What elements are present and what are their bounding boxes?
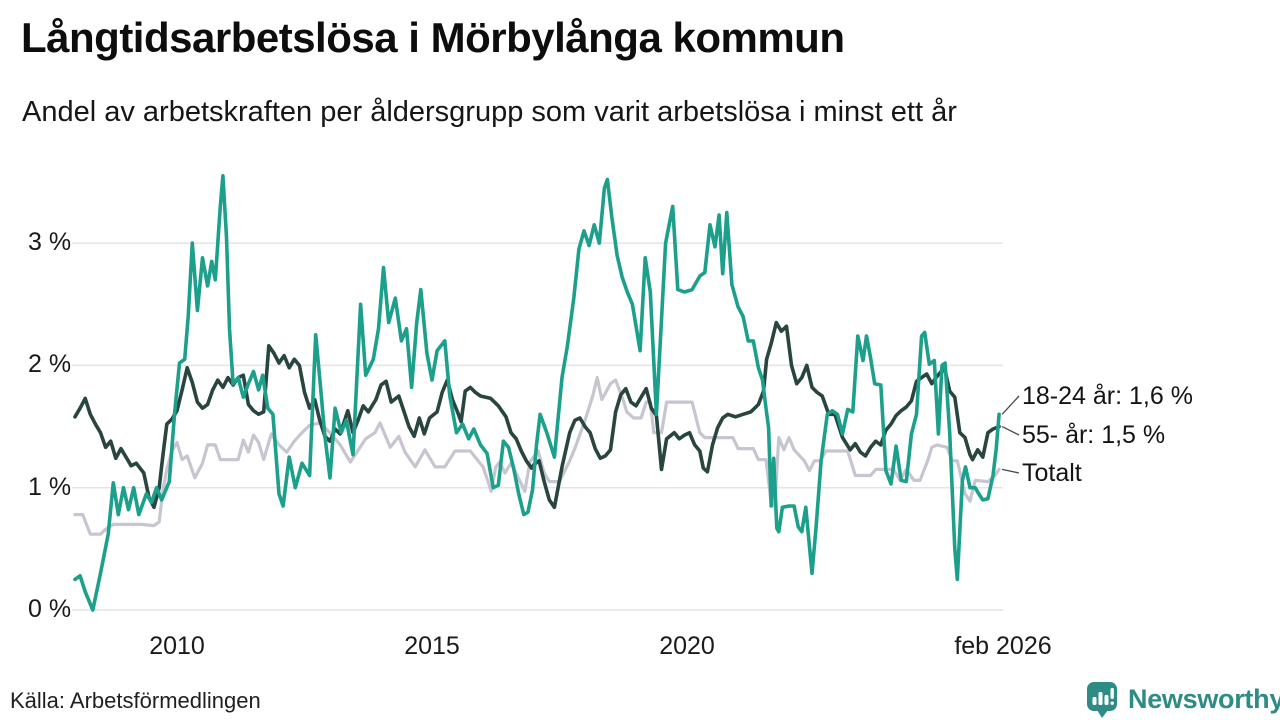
x-axis-tick-2010: 2010 — [149, 632, 205, 660]
page-title: Långtidsarbetslösa i Mörbylånga kommun — [21, 14, 845, 61]
x-axis-tick-feb-2026: feb 2026 — [954, 632, 1052, 660]
series-end-label-18-24: 18-24 år: 1,6 % — [1022, 382, 1193, 410]
y-axis-tick-2: 2 % — [28, 350, 72, 378]
y-axis-tick-0: 0 % — [28, 595, 72, 623]
page-subtitle: Andel av arbetskraften per åldersgrupp s… — [22, 96, 957, 128]
bar-chart-pin-icon — [1087, 682, 1117, 718]
series-line-totalt — [73, 376, 1001, 536]
y-axis-tick-3: 3 % — [28, 228, 72, 256]
series-line-18-24 — [73, 174, 1001, 612]
newsworthy-logo-text: Newsworthy — [1128, 683, 1280, 714]
series-end-label-55-plus: 55- år: 1,5 % — [1022, 421, 1166, 449]
label-connector-55-plus — [1001, 425, 1020, 436]
source-credit: Källa: Arbetsförmedlingen — [10, 688, 261, 713]
y-axis-tick-1: 1 % — [28, 473, 72, 501]
label-connector-totalt — [1001, 468, 1020, 474]
label-connector-18-24 — [1001, 395, 1020, 415]
x-axis-tick-2015: 2015 — [404, 632, 460, 660]
newsworthy-logo: Newsworthy — [1084, 680, 1280, 718]
series-end-label-totalt: Totalt — [1022, 459, 1082, 487]
x-axis-tick-2020: 2020 — [659, 632, 715, 660]
